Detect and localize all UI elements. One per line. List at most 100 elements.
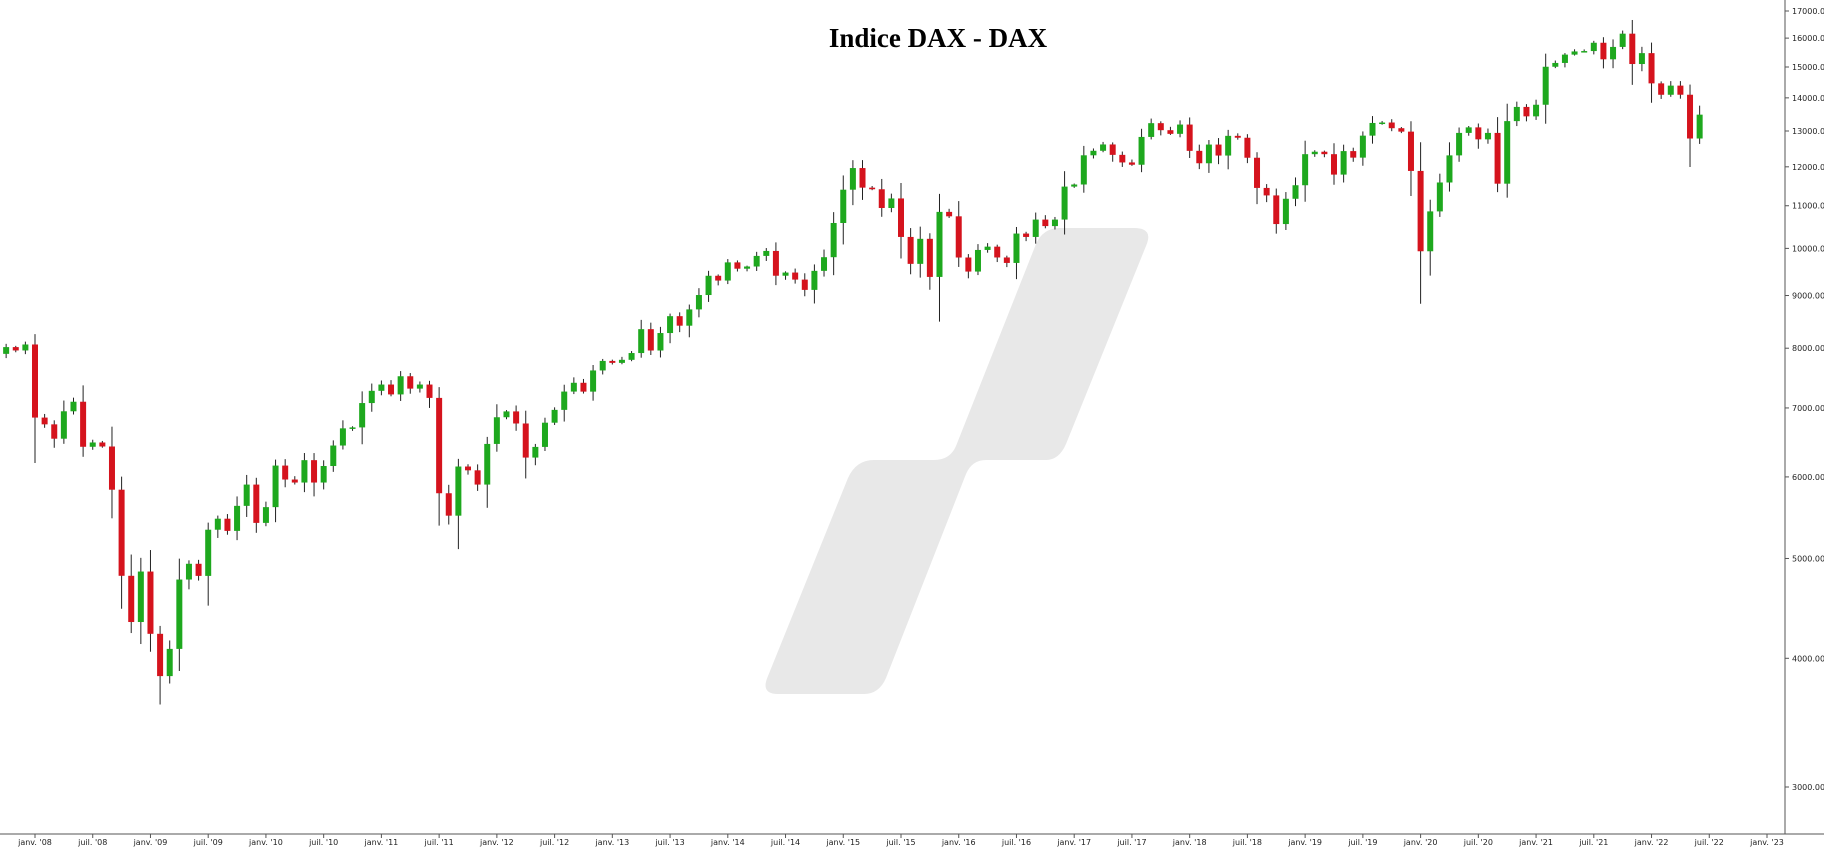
x-tick-label: juil. '08 (77, 838, 107, 847)
candle-down (388, 384, 395, 395)
y-tick-label: 10000.00 (1792, 244, 1824, 253)
candle-up (205, 529, 212, 576)
y-tick-label: 5000.00 (1792, 554, 1824, 563)
candle-up (166, 648, 173, 677)
candle-up (686, 309, 693, 326)
candle-up (397, 376, 404, 395)
x-tick-label: juil. '17 (1116, 838, 1146, 847)
candle-body-layer (3, 33, 1703, 677)
x-tick-label: janv. '23 (1749, 838, 1784, 847)
candle-up (349, 427, 356, 429)
candle-down (1600, 42, 1607, 60)
candle-down (118, 489, 125, 576)
candle-up (1340, 151, 1347, 175)
candle-up (493, 417, 500, 444)
candle-down (734, 262, 741, 269)
x-tick-label: janv. '20 (1403, 838, 1438, 847)
candle-up (849, 168, 856, 190)
candle-down (474, 470, 481, 485)
candle-up (1090, 150, 1097, 156)
candle-down (1119, 154, 1126, 163)
x-tick-label: janv. '22 (1634, 838, 1669, 847)
candle-down (946, 211, 953, 217)
candle-down (1331, 154, 1337, 175)
x-tick-label: juil. '19 (1347, 838, 1377, 847)
x-tick-label: juil. '13 (654, 838, 684, 847)
candle-up (917, 238, 924, 264)
candle-up (1302, 154, 1309, 186)
candle-up (1071, 184, 1078, 187)
x-tick-label: juil. '18 (1232, 838, 1262, 847)
candle-down (1023, 233, 1030, 237)
x-tick-label: janv. '09 (133, 838, 168, 847)
candle-up (1080, 155, 1087, 185)
candle-up (339, 428, 346, 446)
candle-up (1504, 121, 1511, 184)
candle-up (667, 316, 674, 334)
candle-down (426, 384, 433, 398)
candle-up (234, 505, 241, 531)
x-tick-label: juil. '16 (1001, 838, 1031, 847)
candle-down (1648, 53, 1655, 84)
x-tick-label: janv. '13 (594, 838, 629, 847)
candle-up (984, 246, 991, 250)
candle-up (60, 411, 67, 439)
candle-up (1061, 186, 1068, 220)
candle-down (1263, 187, 1270, 196)
candle-down (994, 246, 1001, 258)
candle-down (282, 465, 289, 480)
y-tick-label: 15000.00 (1792, 63, 1824, 72)
candle-up (782, 272, 789, 276)
candle-up (1051, 219, 1058, 227)
candle-up (1610, 46, 1617, 60)
x-tick-label: janv. '12 (479, 838, 514, 847)
candle-up (695, 295, 702, 310)
y-tick-label: 11000.00 (1792, 202, 1824, 211)
candle-down (1398, 128, 1405, 132)
candle-down (1388, 122, 1395, 129)
candle-down (291, 479, 298, 483)
candle-up (1571, 51, 1578, 55)
candle-up (22, 344, 29, 351)
candle-down (772, 250, 779, 276)
candle-up (724, 262, 731, 281)
candle-down (869, 187, 876, 190)
candle-up (378, 384, 385, 391)
candle-up (551, 409, 558, 423)
candle-down (715, 275, 722, 281)
candle-down (253, 484, 260, 523)
candle-up (1513, 106, 1520, 122)
candle-down (1128, 162, 1135, 165)
candle-up (830, 222, 837, 258)
candle-down (955, 216, 962, 258)
candle-up (1148, 123, 1155, 137)
candle-up (888, 198, 895, 208)
candle-up (541, 422, 548, 447)
x-tick-label: juil. '21 (1578, 838, 1608, 847)
candle-down (147, 571, 154, 634)
candle-up (89, 442, 96, 447)
x-tick-label: janv. '19 (1287, 838, 1322, 847)
candle-down (436, 397, 443, 494)
candle-down (445, 493, 452, 516)
candle-up (320, 466, 327, 483)
candle-up (628, 353, 635, 360)
candle-up (638, 329, 645, 354)
x-tick-label: janv. '15 (825, 838, 860, 847)
candle-down (12, 347, 19, 351)
candle-up (137, 571, 144, 623)
candle-down (580, 382, 587, 392)
candle-up (416, 384, 423, 389)
candle-up (1542, 66, 1549, 105)
candle-up (561, 391, 568, 410)
candle-down (1109, 144, 1116, 155)
candle-up (1205, 144, 1212, 164)
candle-down (99, 442, 106, 447)
candle-down (522, 423, 529, 458)
candle-up (359, 403, 366, 428)
candle-up (1667, 85, 1674, 95)
candle-up (1533, 104, 1540, 117)
candle-up (936, 211, 943, 277)
x-tick-label: janv. '08 (17, 838, 52, 847)
candle-down (1042, 219, 1049, 227)
